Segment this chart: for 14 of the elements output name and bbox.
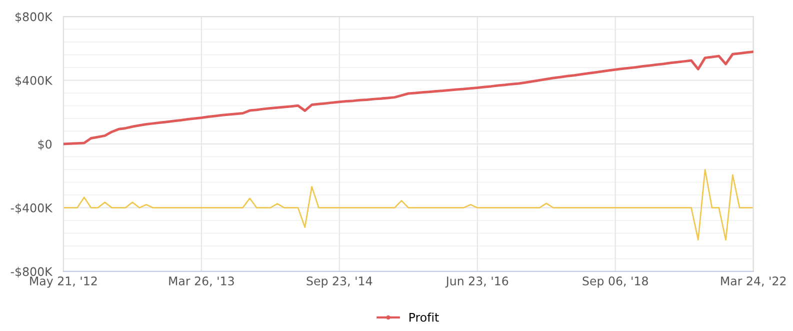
x-tick-label: Jun 23, '16: [445, 276, 508, 288]
line-series: [63, 50, 754, 146]
legend-label: Profit: [410, 312, 439, 322]
x-tick-label: Sep 06, '18: [582, 276, 648, 288]
x-tick-label: Sep 23, '14: [306, 276, 372, 288]
x-tick-label: May 21, '12: [30, 276, 97, 288]
line-series: [63, 168, 754, 241]
x-tick-label: Mar 24, '22: [721, 276, 786, 287]
x-tick-label: Mar 26, '13: [169, 276, 234, 287]
y-tick-label: $0: [38, 140, 52, 150]
y-tick-label: $400K: [16, 76, 53, 86]
y-tick-label: $800K: [16, 12, 53, 23]
y-tick-label: -$800K: [10, 266, 53, 278]
y-tick-label: -$400K: [10, 203, 53, 214]
